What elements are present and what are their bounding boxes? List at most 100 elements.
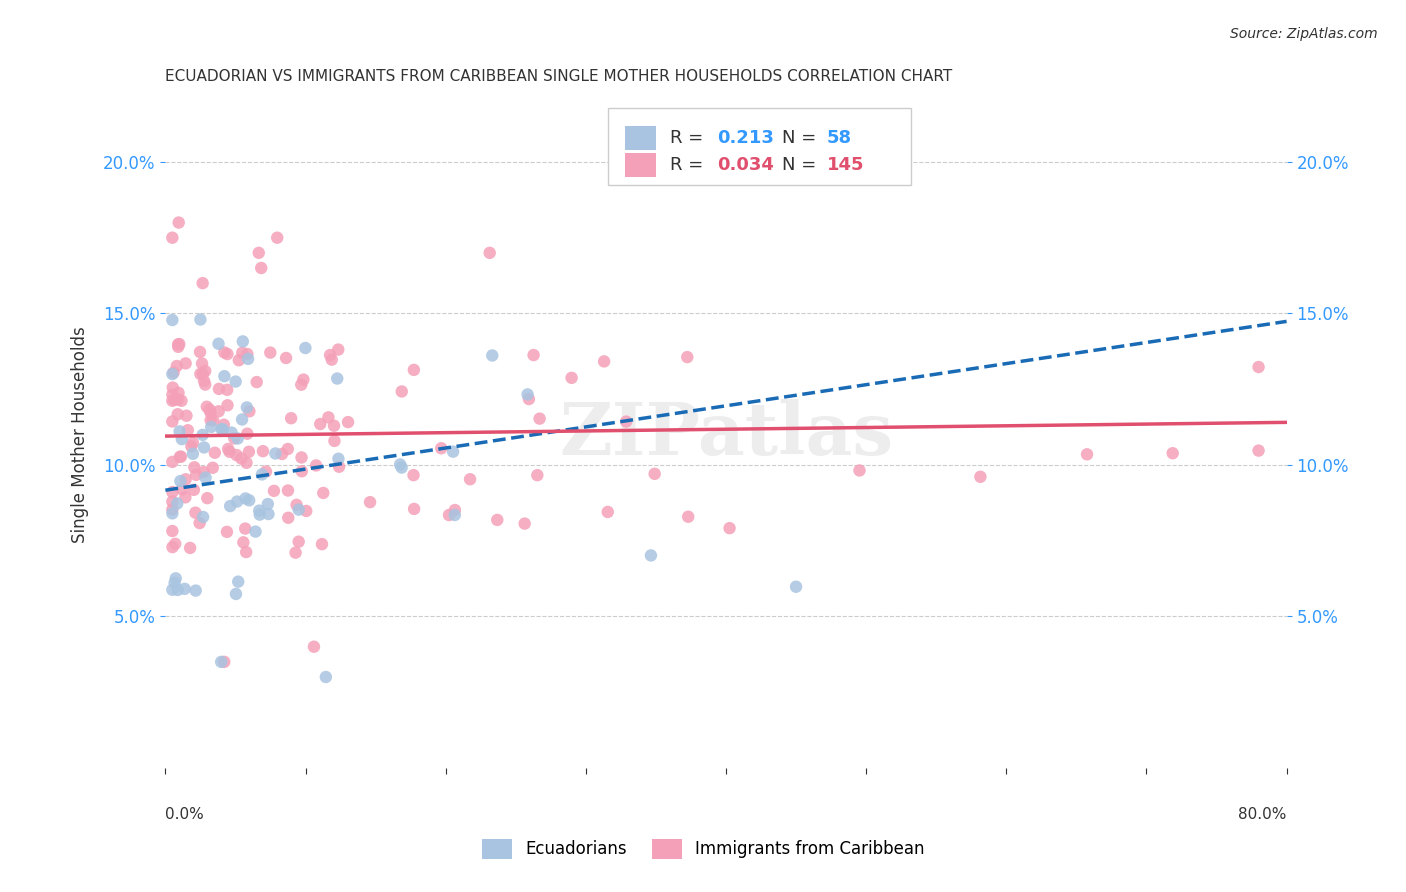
Point [190, 367, 212, 381]
Point [246, 375, 269, 389]
FancyBboxPatch shape [626, 126, 657, 150]
Point [214, 345, 236, 359]
Point [391, 460, 413, 475]
Point [404, 502, 426, 516]
Point [249, 508, 271, 522]
Point [184, 467, 207, 482]
Point [718, 521, 741, 535]
Point [236, 426, 259, 441]
Point [226, 574, 249, 589]
Point [193, 374, 215, 388]
Point [252, 444, 274, 458]
Point [441, 444, 464, 458]
Point [200, 405, 222, 419]
Point [1247, 359, 1270, 374]
Point [188, 516, 211, 530]
Point [517, 392, 540, 406]
Point [204, 446, 226, 460]
Point [644, 467, 666, 481]
Point [513, 516, 536, 531]
Point [256, 497, 278, 511]
Point [312, 486, 335, 500]
Point [458, 472, 481, 486]
Point [247, 245, 270, 260]
Point [163, 575, 186, 590]
Point [219, 499, 242, 513]
Point [319, 348, 342, 362]
Point [191, 510, 214, 524]
Point [236, 401, 259, 415]
Y-axis label: Single Mother Households: Single Mother Households [72, 326, 89, 543]
Point [315, 670, 337, 684]
Point [212, 655, 235, 669]
Point [177, 423, 200, 437]
Point [389, 458, 412, 472]
Text: 80.0%: 80.0% [1239, 807, 1286, 822]
Point [328, 451, 350, 466]
Point [162, 387, 184, 401]
Point [167, 215, 190, 229]
Point [402, 363, 425, 377]
Point [266, 230, 288, 244]
Point [181, 447, 204, 461]
Point [437, 508, 460, 522]
FancyBboxPatch shape [609, 108, 911, 185]
Text: N =: N = [782, 156, 823, 174]
Point [165, 571, 187, 585]
Point [183, 460, 205, 475]
Point [166, 582, 188, 597]
Point [217, 398, 239, 412]
Point [676, 350, 699, 364]
Point [191, 428, 214, 442]
Point [232, 334, 254, 349]
Point [311, 537, 333, 551]
Point [250, 467, 273, 482]
Point [318, 410, 340, 425]
Point [173, 582, 195, 596]
Point [162, 313, 184, 327]
Point [193, 441, 215, 455]
Point [167, 340, 190, 354]
Point [232, 535, 254, 549]
Text: 0.213: 0.213 [717, 129, 773, 147]
Point [162, 582, 184, 597]
Point [231, 451, 253, 466]
Legend: Ecuadorians, Immigrants from Caribbean: Ecuadorians, Immigrants from Caribbean [475, 832, 931, 866]
Point [226, 494, 249, 508]
Point [167, 337, 190, 351]
Point [1247, 443, 1270, 458]
Point [166, 359, 188, 373]
Point [238, 444, 260, 458]
Point [277, 483, 299, 498]
Point [167, 385, 190, 400]
Point [198, 402, 221, 417]
Point [169, 337, 191, 351]
Point [162, 380, 184, 394]
Point [200, 420, 222, 434]
Point [169, 474, 191, 488]
Point [529, 411, 551, 425]
Point [224, 431, 246, 445]
Point [169, 450, 191, 464]
Point [309, 417, 332, 431]
Point [225, 375, 247, 389]
Point [183, 483, 205, 497]
Point [162, 502, 184, 516]
Text: 0.0%: 0.0% [166, 807, 204, 822]
Point [264, 446, 287, 460]
Point [478, 245, 501, 260]
Point [212, 417, 235, 432]
Point [287, 502, 309, 516]
Text: R =: R = [669, 156, 709, 174]
Point [190, 312, 212, 326]
Point [174, 356, 197, 370]
Point [215, 524, 238, 539]
Point [217, 347, 239, 361]
Point [321, 352, 343, 367]
Point [526, 468, 548, 483]
Point [162, 524, 184, 538]
Point [225, 587, 247, 601]
Point [162, 393, 184, 408]
Point [184, 506, 207, 520]
Point [257, 507, 280, 521]
